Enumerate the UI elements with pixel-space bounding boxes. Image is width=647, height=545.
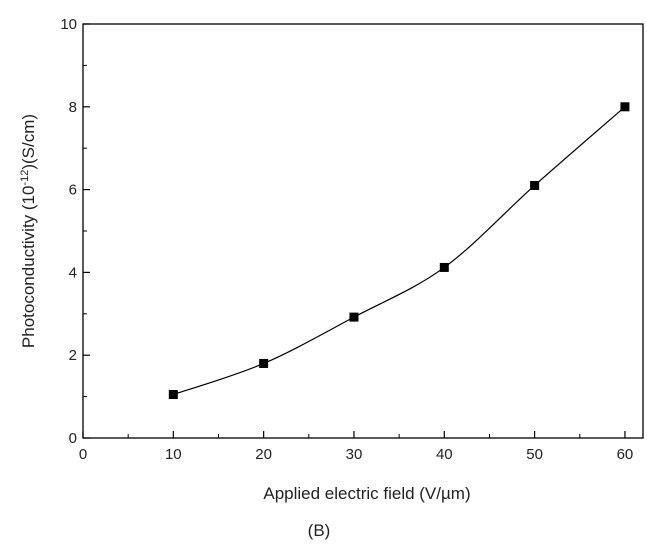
x-axis-tick-labels: 0 10 20 30 40 50 60 [79, 446, 633, 463]
y-axis-title-main: Photoconductivity (10 [19, 186, 38, 349]
x-axis-title: Applied electric field (V/µm) [263, 484, 470, 503]
x-tick-label: 0 [79, 446, 87, 463]
x-tick-label: 30 [346, 446, 363, 463]
y-axis-ticks [83, 23, 90, 439]
x-axis-ticks [82, 431, 626, 438]
series-group [168, 102, 630, 400]
plot-frame [82, 23, 644, 439]
y-tick-label: 4 [69, 264, 77, 281]
y-tick-label: 2 [69, 347, 77, 364]
data-point-marker [620, 102, 630, 112]
y-axis-tick-labels: 0 2 4 6 8 10 [60, 16, 77, 447]
y-tick-label: 10 [60, 16, 77, 33]
x-tick-label: 60 [617, 446, 634, 463]
x-tick-label: 40 [436, 446, 453, 463]
data-point-marker [349, 312, 359, 322]
y-axis-title-exponent: -12 [19, 170, 31, 186]
data-point-marker [530, 180, 540, 190]
y-tick-label: 0 [69, 430, 77, 447]
x-tick-label: 50 [526, 446, 543, 463]
y-tick-label: 8 [69, 99, 77, 116]
plot-area [82, 23, 644, 439]
y-axis-title-unit: )(S/cm) [19, 114, 38, 170]
data-point-marker [439, 262, 449, 272]
y-axis-title: Photoconductivity (10-12)(S/cm) [19, 114, 38, 348]
y-tick-label: 6 [69, 182, 77, 199]
figure-caption: (B) [308, 521, 331, 540]
data-point-marker [259, 358, 269, 368]
data-point-marker [168, 390, 178, 400]
x-tick-label: 10 [165, 446, 182, 463]
series-line [173, 106, 626, 396]
x-tick-label: 20 [255, 446, 272, 463]
